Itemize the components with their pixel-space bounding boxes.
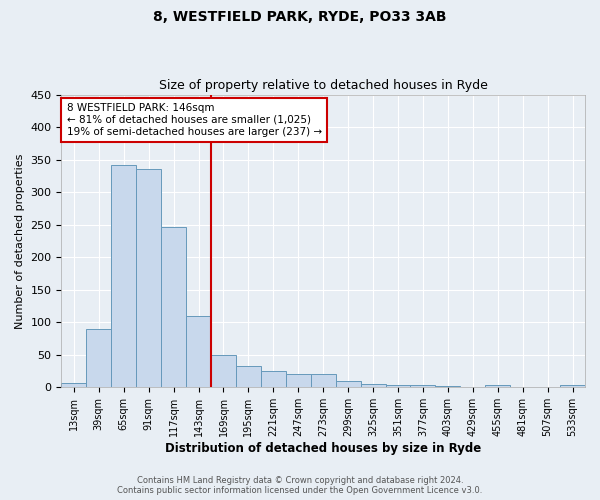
Bar bbox=[161, 228, 186, 388]
Bar bbox=[560, 386, 585, 388]
Bar bbox=[236, 366, 261, 388]
Bar bbox=[535, 386, 560, 388]
Text: 8, WESTFIELD PARK, RYDE, PO33 3AB: 8, WESTFIELD PARK, RYDE, PO33 3AB bbox=[153, 10, 447, 24]
Y-axis label: Number of detached properties: Number of detached properties bbox=[15, 154, 25, 328]
Text: 8 WESTFIELD PARK: 146sqm
← 81% of detached houses are smaller (1,025)
19% of sem: 8 WESTFIELD PARK: 146sqm ← 81% of detach… bbox=[67, 104, 322, 136]
Bar bbox=[261, 371, 286, 388]
Bar bbox=[410, 386, 436, 388]
Bar bbox=[86, 329, 111, 388]
Bar bbox=[436, 386, 460, 388]
Bar bbox=[485, 386, 510, 388]
Bar bbox=[460, 386, 485, 388]
Bar bbox=[386, 384, 410, 388]
Bar bbox=[211, 355, 236, 388]
X-axis label: Distribution of detached houses by size in Ryde: Distribution of detached houses by size … bbox=[165, 442, 481, 455]
Bar bbox=[136, 170, 161, 388]
Bar bbox=[361, 384, 386, 388]
Bar bbox=[286, 374, 311, 388]
Bar bbox=[510, 386, 535, 388]
Bar bbox=[186, 316, 211, 388]
Bar bbox=[111, 166, 136, 388]
Bar bbox=[61, 383, 86, 388]
Text: Contains HM Land Registry data © Crown copyright and database right 2024.
Contai: Contains HM Land Registry data © Crown c… bbox=[118, 476, 482, 495]
Title: Size of property relative to detached houses in Ryde: Size of property relative to detached ho… bbox=[159, 79, 488, 92]
Bar bbox=[335, 381, 361, 388]
Bar bbox=[311, 374, 335, 388]
